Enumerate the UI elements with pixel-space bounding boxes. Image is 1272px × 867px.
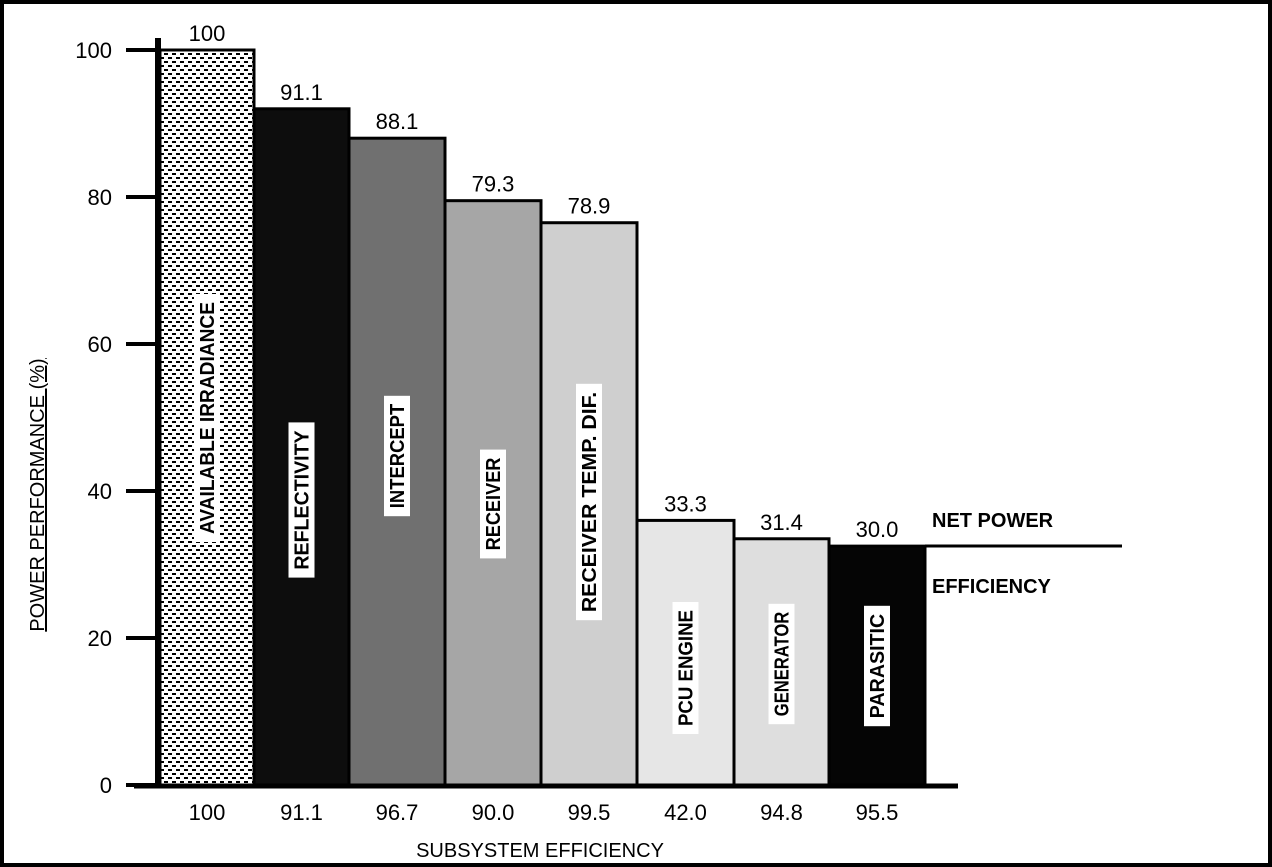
y-tick-label-4: 80 xyxy=(88,185,112,210)
efficiency-label-3: 90.0 xyxy=(472,800,515,825)
category-label-text-6: GENERATOR xyxy=(772,611,794,716)
y-axis-title: POWER PERFORMANCE (%) xyxy=(27,358,49,631)
category-label-box-5 xyxy=(672,602,699,734)
category-label-text-5: PCU ENGINE xyxy=(676,610,698,726)
value-label-3: 79.3 xyxy=(472,172,515,197)
category-label-box-7 xyxy=(864,605,890,727)
efficiency-label-7: 95.5 xyxy=(856,800,899,825)
value-label-7: 30.0 xyxy=(856,517,899,542)
category-label-text-7: PARASITIC xyxy=(867,614,889,718)
category-label-7: PARASITIC xyxy=(864,605,890,727)
category-label-box-6 xyxy=(768,603,795,725)
category-label-box-4 xyxy=(576,383,602,621)
value-label-4: 78.9 xyxy=(568,194,611,219)
y-tick-label-1: 20 xyxy=(88,626,112,651)
category-label-3: RECEIVER xyxy=(480,449,506,559)
efficiency-label-5: 42.0 xyxy=(664,800,707,825)
plot-area: 100 91.1 88.1 79.3 78.9 33.3 31.4 30.0 AVAILABLE… xyxy=(27,21,1122,862)
value-label-6: 31.4 xyxy=(760,510,803,535)
category-label-box-3 xyxy=(480,449,506,559)
value-label-2: 88.1 xyxy=(376,109,419,134)
x-axis-title: SUBSYSTEM EFFICIENCY xyxy=(416,840,664,862)
category-label-text-0: AVAILABLE IRRADIANCE xyxy=(197,302,219,534)
category-label-box-0 xyxy=(194,294,220,542)
y-tick-label-0: 0 xyxy=(100,773,112,798)
value-label-5: 33.3 xyxy=(664,491,707,516)
efficiency-label-0: 100 xyxy=(189,800,226,825)
value-label-0: 100 xyxy=(189,21,226,46)
value-label-1: 91.1 xyxy=(280,80,323,105)
category-label-1: REFLECTIVITY xyxy=(288,422,315,578)
category-label-box-1 xyxy=(288,422,315,578)
category-label-0: AVAILABLE IRRADIANCE xyxy=(194,294,220,542)
annotation-net-power: NET POWER xyxy=(932,510,1054,532)
efficiency-label-2: 96.7 xyxy=(376,800,419,825)
y-tick-label-5: 100 xyxy=(75,38,112,63)
efficiency-label-1: 91.1 xyxy=(280,800,323,825)
category-label-text-1: REFLECTIVITY xyxy=(292,430,314,570)
category-label-2: INTERCEPT xyxy=(384,395,410,517)
efficiency-label-4: 99.5 xyxy=(568,800,611,825)
efficiency-label-6: 94.8 xyxy=(760,800,803,825)
y-tick-label-3: 60 xyxy=(88,332,112,357)
category-label-6: GENERATOR xyxy=(768,603,795,725)
category-label-text-2: INTERCEPT xyxy=(387,404,409,508)
category-label-5: PCU ENGINE xyxy=(672,602,699,734)
category-label-box-2 xyxy=(384,395,410,517)
annotation-efficiency: EFFICIENCY xyxy=(932,576,1052,598)
category-label-text-4: RECEIVER TEMP. DIF. xyxy=(579,392,601,612)
category-label-text-3: RECEIVER xyxy=(483,457,505,550)
category-label-4: RECEIVER TEMP. DIF. xyxy=(576,383,602,621)
y-tick-label-2: 40 xyxy=(88,479,112,504)
